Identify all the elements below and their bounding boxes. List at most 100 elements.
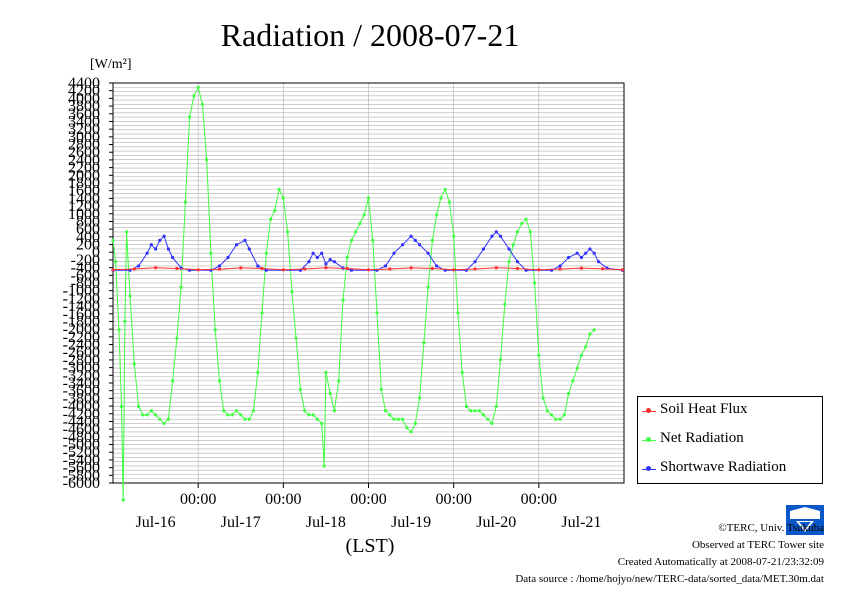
data-point-net-radiation <box>307 413 311 417</box>
data-point-soil-heat-flux <box>558 267 562 271</box>
data-point-soil-heat-flux <box>366 268 371 272</box>
data-point-net-radiation <box>217 379 222 383</box>
data-point-shortwave-radiation <box>575 251 579 255</box>
y-tick-label: -200 <box>71 252 100 269</box>
series-line-shortwave-radiation <box>113 231 623 271</box>
data-point-shortwave-radiation <box>349 268 354 272</box>
data-point-shortwave-radiation <box>332 260 336 264</box>
data-point-shortwave-radiation <box>507 247 511 251</box>
data-point-shortwave-radiation <box>498 234 503 238</box>
x-date-label: Jul-16 <box>136 514 176 531</box>
data-point-net-radiation <box>349 238 354 242</box>
x-axis-label: (LST) <box>346 535 395 557</box>
y-tick-label: -1000 <box>63 283 100 300</box>
y-tick-label: -3200 <box>63 367 100 384</box>
data-point-net-radiation <box>371 238 375 242</box>
y-tick-label: 1200 <box>68 198 100 215</box>
data-point-net-radiation <box>281 196 285 200</box>
data-point-shortwave-radiation <box>264 268 268 272</box>
data-point-net-radiation <box>588 332 592 336</box>
data-point-shortwave-radiation <box>137 264 141 268</box>
y-tick-label: -3800 <box>63 390 100 407</box>
data-point-net-radiation <box>320 421 324 425</box>
data-point-net-radiation <box>524 217 528 221</box>
data-point-shortwave-radiation <box>217 264 222 268</box>
data-point-net-radiation <box>260 311 264 315</box>
y-axis-ticks: 4400420040003800360034003200300028002600… <box>63 75 113 492</box>
data-point-soil-heat-flux <box>132 267 136 271</box>
data-point-net-radiation <box>354 230 358 234</box>
y-tick-label: 3600 <box>68 106 100 123</box>
data-point-net-radiation <box>375 311 379 315</box>
y-tick-label: -4000 <box>63 398 100 415</box>
series-line-net-radiation <box>112 85 595 501</box>
data-point-shortwave-radiation <box>567 255 571 260</box>
data-point-net-radiation <box>366 196 371 200</box>
data-point-shortwave-radiation <box>515 260 520 264</box>
data-point-net-radiation <box>494 404 498 408</box>
legend-label: Shortwave Radiation <box>660 459 787 475</box>
data-point-net-radiation <box>158 417 162 421</box>
data-point-net-radiation <box>286 230 290 234</box>
data-point-net-radiation <box>358 221 362 225</box>
x-tick-label: 00:00 <box>180 491 216 508</box>
y-tick-label: -600 <box>71 267 100 284</box>
data-point-net-radiation <box>473 409 477 413</box>
data-point-shortwave-radiation <box>588 247 592 251</box>
x-date-label: Jul-17 <box>221 514 261 531</box>
data-point-shortwave-radiation <box>426 251 430 255</box>
data-point-net-radiation <box>192 94 196 98</box>
data-point-shortwave-radiation <box>324 262 328 266</box>
data-point-shortwave-radiation <box>247 247 251 251</box>
data-point-soil-heat-flux <box>260 266 264 271</box>
legend-item-net-radiation: Net Radiation <box>638 428 822 450</box>
x-date-label: Jul-19 <box>391 514 431 531</box>
data-point-soil-heat-flux <box>601 267 605 271</box>
data-point-net-radiation <box>392 417 396 421</box>
data-point-net-radiation <box>277 187 281 191</box>
data-point-net-radiation <box>575 366 579 370</box>
data-point-net-radiation <box>562 413 567 417</box>
y-tick-label: 3800 <box>68 98 100 115</box>
footer-observed: Observed at TERC Tower site <box>691 539 824 551</box>
data-point-shortwave-radiation <box>158 238 162 242</box>
x-tick-label: 00:00 <box>350 491 386 508</box>
y-tick-label: -1800 <box>63 313 100 330</box>
y-tick-label: 1000 <box>68 206 100 223</box>
y-tick-label: 2800 <box>68 137 100 154</box>
series-soil-heat-flux <box>111 266 624 272</box>
y-tick-label: -1200 <box>63 290 100 307</box>
data-point-shortwave-radiation <box>328 258 332 262</box>
data-point-net-radiation <box>294 336 298 340</box>
y-tick-label: -2000 <box>63 321 100 338</box>
data-point-shortwave-radiation <box>145 251 149 255</box>
x-date-label: Jul-20 <box>476 514 516 531</box>
data-point-net-radiation <box>409 430 413 434</box>
data-point-shortwave-radiation <box>307 260 311 264</box>
data-point-net-radiation <box>447 200 451 204</box>
y-tick-label: 1800 <box>68 175 100 192</box>
data-point-soil-heat-flux <box>281 268 285 272</box>
data-point-shortwave-radiation <box>494 230 498 234</box>
data-point-net-radiation <box>469 409 473 413</box>
data-point-shortwave-radiation <box>409 234 413 238</box>
footer-copyright: ©TERC, Univ. Tsukuba <box>718 522 824 534</box>
data-point-net-radiation <box>119 404 124 408</box>
data-point-net-radiation <box>418 396 422 400</box>
footer-created: Created Automatically at 2008-07-21/23:3… <box>617 556 824 568</box>
data-point-net-radiation <box>460 370 464 374</box>
y-tick-label: 2400 <box>68 152 100 169</box>
data-point-net-radiation <box>251 409 256 413</box>
data-point-shortwave-radiation <box>596 260 601 264</box>
data-point-net-radiation <box>558 417 562 421</box>
data-point-soil-heat-flux <box>515 266 520 271</box>
data-point-net-radiation <box>379 387 383 391</box>
data-point-net-radiation <box>222 409 226 413</box>
data-point-net-radiation <box>205 158 209 162</box>
data-point-soil-heat-flux <box>494 266 498 270</box>
data-point-net-radiation <box>264 251 268 255</box>
data-point-net-radiation <box>533 281 537 285</box>
data-point-shortwave-radiation <box>558 264 562 268</box>
